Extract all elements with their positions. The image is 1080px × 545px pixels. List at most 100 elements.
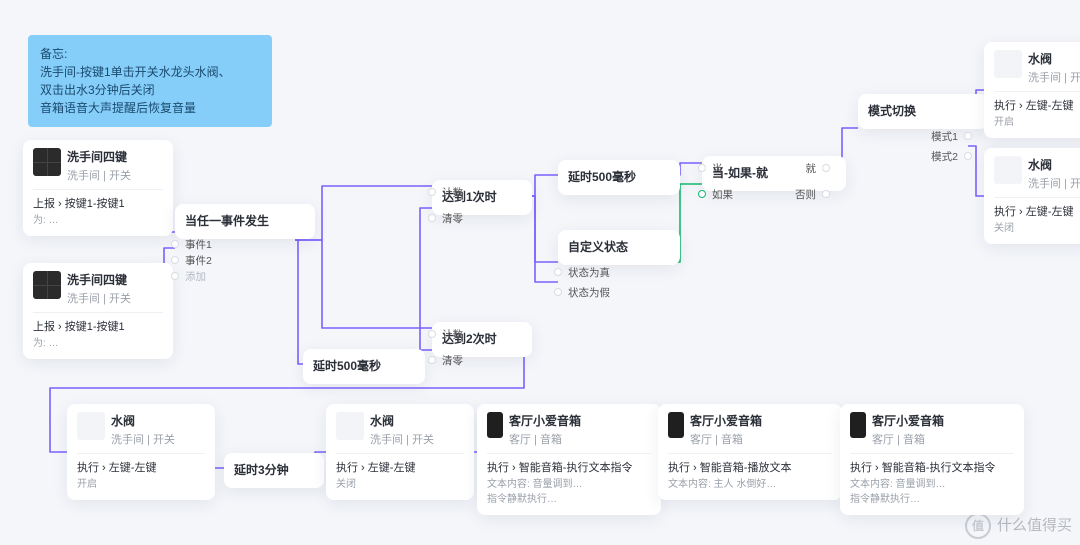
anyevent-port-1: 事件2 <box>185 256 212 267</box>
custom-port-0-dot <box>554 268 562 276</box>
custom-port-0: 状态为真 <box>568 268 610 279</box>
anyevent-port-0-dot <box>171 240 179 248</box>
speaker3-title: 客厅小爱音箱 <box>872 412 944 429</box>
valve2-icon <box>994 156 1022 184</box>
when-port-3: 否则 <box>795 190 816 201</box>
valve1-line-0: 执行 › 左键-左键 <box>994 98 1080 115</box>
node-custom[interactable]: 自定义状态 <box>558 230 680 265</box>
node-speaker2[interactable]: 客厅小爱音箱 客厅 | 音箱 执行 › 智能音箱-播放文本文本内容: 主人 水倒… <box>658 404 842 500</box>
valve4-icon <box>336 412 364 440</box>
valve1-icon <box>994 50 1022 78</box>
anyevent-title: 当任一事件发生 <box>185 212 305 229</box>
delay500b-title: 延时500毫秒 <box>568 168 670 185</box>
custom-port-1: 状态为假 <box>568 288 610 299</box>
speaker2-line-1: 文本内容: 主人 水倒好… <box>668 477 832 492</box>
switch1-title: 洗手间四键 <box>67 148 131 165</box>
speaker2-line-0: 执行 › 智能音箱-播放文本 <box>668 460 832 477</box>
valve4-line-0: 执行 › 左键-左键 <box>336 460 464 477</box>
when-title: 当-如果-就 <box>712 164 836 181</box>
switch1-line-0: 上报 › 按键1-按键1 <box>33 196 163 213</box>
node-speaker1[interactable]: 客厅小爱音箱 客厅 | 音箱 执行 › 智能音箱-执行文本指令文本内容: 音量调… <box>477 404 661 515</box>
node-mode[interactable]: 模式切换 <box>858 94 988 129</box>
when-port-1-dot <box>698 190 706 198</box>
count1-port-1-dot <box>428 214 436 222</box>
valve2-title: 水阀 <box>1028 156 1080 173</box>
node-valve2[interactable]: 水阀 洗手间 | 开关 执行 › 左键-左键关闭 <box>984 148 1080 244</box>
count1-port-0-dot <box>428 188 436 196</box>
speaker1-icon <box>487 412 503 438</box>
speaker3-line-0: 执行 › 智能音箱-执行文本指令 <box>850 460 1014 477</box>
when-port-0-dot <box>698 164 706 172</box>
valve1-line-1: 开启 <box>994 115 1080 130</box>
watermark: 什么值得买 <box>965 513 1072 539</box>
switch1-sub: 洗手间 | 开关 <box>67 167 131 183</box>
memo-note: 备忘: 洗手间-按键1单击开关水龙头水阀、 双击出水3分钟后关闭 音箱语音大声提… <box>28 35 272 127</box>
speaker1-title: 客厅小爱音箱 <box>509 412 581 429</box>
node-delay500a[interactable]: 延时500毫秒 <box>303 349 425 384</box>
when-port-3-dot <box>822 190 830 198</box>
anyevent-port-2: 添加 <box>185 272 206 283</box>
valve3-line-1: 开启 <box>77 477 205 492</box>
mode-port-0: 模式1 <box>931 132 958 143</box>
mode-port-0-dot <box>964 132 972 140</box>
speaker3-icon <box>850 412 866 438</box>
switch2-sub: 洗手间 | 开关 <box>67 290 131 306</box>
switch1-icon <box>33 148 61 176</box>
node-when[interactable]: 当-如果-就 <box>702 156 846 191</box>
count2-port-0: 计数 <box>442 330 463 341</box>
edge-2 <box>295 186 432 240</box>
node-speaker3[interactable]: 客厅小爱音箱 客厅 | 音箱 执行 › 智能音箱-执行文本指令文本内容: 音量调… <box>840 404 1024 515</box>
node-valve1[interactable]: 水阀 洗手间 | 开关 执行 › 左键-左键开启 <box>984 42 1080 138</box>
speaker3-sub: 客厅 | 音箱 <box>872 431 944 447</box>
valve4-title: 水阀 <box>370 412 434 429</box>
node-delay500b[interactable]: 延时500毫秒 <box>558 160 680 195</box>
mode-port-1: 模式2 <box>931 152 958 163</box>
speaker1-line-2: 指令静默执行… <box>487 492 651 507</box>
count2-port-1-dot <box>428 356 436 364</box>
custom-port-1-dot <box>554 288 562 296</box>
node-switch2[interactable]: 洗手间四键 洗手间 | 开关 上报 › 按键1-按键1为: … <box>23 263 173 359</box>
delay500a-title: 延时500毫秒 <box>313 357 415 374</box>
speaker3-line-1: 文本内容: 音量调到… <box>850 477 1014 492</box>
valve4-line-1: 关闭 <box>336 477 464 492</box>
when-port-2-dot <box>822 164 830 172</box>
speaker3-line-2: 指令静默执行… <box>850 492 1014 507</box>
anyevent-port-1-dot <box>171 256 179 264</box>
when-port-2: 就 <box>806 164 817 175</box>
count2-port-0-dot <box>428 330 436 338</box>
edge-4 <box>295 240 303 364</box>
node-anyevent[interactable]: 当任一事件发生 <box>175 204 315 239</box>
valve1-title: 水阀 <box>1028 50 1080 67</box>
speaker2-title: 客厅小爱音箱 <box>690 412 762 429</box>
switch2-title: 洗手间四键 <box>67 271 131 288</box>
speaker2-icon <box>668 412 684 438</box>
when-port-0: 当 <box>712 164 723 175</box>
speaker1-line-0: 执行 › 智能音箱-执行文本指令 <box>487 460 651 477</box>
switch2-line-0: 上报 › 按键1-按键1 <box>33 319 163 336</box>
switch2-line-1: 为: … <box>33 336 163 351</box>
valve1-sub: 洗手间 | 开关 <box>1028 69 1080 85</box>
edge-3 <box>295 240 432 328</box>
valve2-line-1: 关闭 <box>994 221 1080 236</box>
speaker1-line-1: 文本内容: 音量调到… <box>487 477 651 492</box>
node-delay3m[interactable]: 延时3分钟 <box>224 453 324 488</box>
mode-port-1-dot <box>964 152 972 160</box>
node-valve4[interactable]: 水阀 洗手间 | 开关 执行 › 左键-左键关闭 <box>326 404 474 500</box>
valve4-sub: 洗手间 | 开关 <box>370 431 434 447</box>
edge-5 <box>405 208 432 364</box>
smzdm-logo-icon <box>965 513 991 539</box>
node-switch1[interactable]: 洗手间四键 洗手间 | 开关 上报 › 按键1-按键1为: … <box>23 140 173 236</box>
count1-port-0: 计数 <box>442 188 463 199</box>
anyevent-port-0: 事件1 <box>185 240 212 251</box>
custom-title: 自定义状态 <box>568 238 670 255</box>
delay3m-title: 延时3分钟 <box>234 461 314 478</box>
valve3-sub: 洗手间 | 开关 <box>111 431 175 447</box>
anyevent-port-2-dot <box>171 272 179 280</box>
switch2-icon <box>33 271 61 299</box>
speaker1-sub: 客厅 | 音箱 <box>509 431 581 447</box>
speaker2-sub: 客厅 | 音箱 <box>690 431 762 447</box>
count2-port-1: 清零 <box>442 356 463 367</box>
node-valve3[interactable]: 水阀 洗手间 | 开关 执行 › 左键-左键开启 <box>67 404 215 500</box>
valve2-line-0: 执行 › 左键-左键 <box>994 204 1080 221</box>
valve3-icon <box>77 412 105 440</box>
